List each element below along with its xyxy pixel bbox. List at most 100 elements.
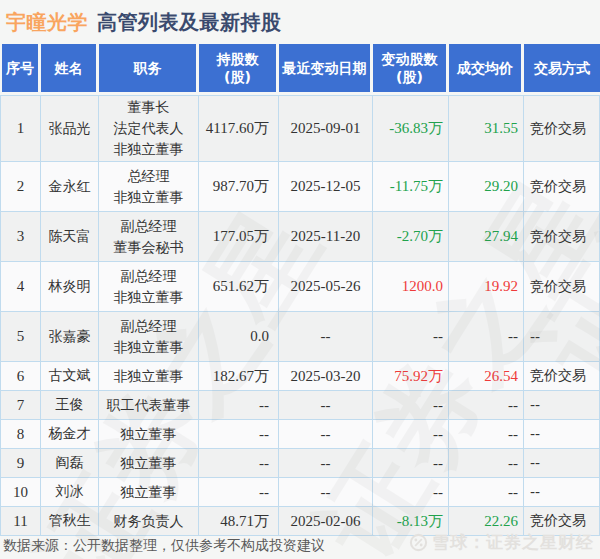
cell-no: 7 bbox=[0, 391, 41, 419]
cell-method: -- bbox=[524, 312, 600, 361]
cell-name: 阎磊 bbox=[41, 449, 99, 477]
cell-date: -- bbox=[279, 420, 373, 448]
cell-price: -- bbox=[449, 449, 524, 477]
cell-change: -36.83万 bbox=[373, 96, 449, 161]
cell-date: 2025-03-20 bbox=[279, 362, 373, 390]
cell-change: -- bbox=[373, 420, 449, 448]
table-row: 2金永红总经理 非独立董事987.70万2025-12-05-11.75万29.… bbox=[0, 162, 600, 212]
cell-no: 5 bbox=[0, 312, 41, 361]
cell-shares: 48.71万 bbox=[199, 507, 279, 535]
cell-change: -2.70万 bbox=[373, 212, 449, 261]
cell-price: 27.94 bbox=[449, 212, 524, 261]
cell-name: 张嘉豪 bbox=[41, 312, 99, 361]
cell-shares: -- bbox=[199, 478, 279, 506]
cell-name: 陈天富 bbox=[41, 212, 99, 261]
cell-no: 11 bbox=[0, 507, 41, 535]
cell-price: 31.55 bbox=[449, 96, 524, 161]
cell-roles: 董事长 法定代表人 非独立董事 bbox=[99, 96, 199, 161]
cell-roles: 独立董事 bbox=[99, 449, 199, 477]
cell-shares: 4117.60万 bbox=[199, 96, 279, 161]
cell-shares: -- bbox=[199, 449, 279, 477]
cell-change: -- bbox=[373, 478, 449, 506]
table-header: 序号姓名职务持股数 (股)最近变动日期变动股数 (股)成交均价交易方式 bbox=[0, 44, 600, 92]
column-header: 变动股数 (股) bbox=[373, 44, 449, 92]
cell-date: 2025-02-06 bbox=[279, 507, 373, 535]
cell-name: 刘冰 bbox=[41, 478, 99, 506]
cell-roles: 非独立董事 bbox=[99, 362, 199, 390]
cell-name: 管秋生 bbox=[41, 507, 99, 535]
xueqiu-logo-icon bbox=[409, 533, 428, 552]
cell-name: 古文斌 bbox=[41, 362, 99, 390]
cell-date: -- bbox=[279, 478, 373, 506]
title-text: 高管列表及最新持股 bbox=[97, 10, 282, 34]
cell-no: 4 bbox=[0, 262, 41, 311]
cell-date: -- bbox=[279, 449, 373, 477]
cell-method: 竞价交易 bbox=[524, 362, 600, 390]
cell-change: -11.75万 bbox=[373, 162, 449, 211]
brand-text: 雪球：证券之星财经 bbox=[432, 531, 594, 554]
column-header: 序号 bbox=[0, 44, 41, 92]
cell-no: 3 bbox=[0, 212, 41, 261]
cell-method: -- bbox=[524, 478, 600, 506]
cell-shares: 177.05万 bbox=[199, 212, 279, 261]
cell-price: 29.20 bbox=[449, 162, 524, 211]
cell-date: 2025-11-20 bbox=[279, 212, 373, 261]
column-header: 最近变动日期 bbox=[279, 44, 373, 92]
cell-name: 王俊 bbox=[41, 391, 99, 419]
cell-shares: 651.62万 bbox=[199, 262, 279, 311]
column-header: 交易方式 bbox=[524, 44, 600, 92]
cell-shares: 987.70万 bbox=[199, 162, 279, 211]
cell-roles: 总经理 非独立董事 bbox=[99, 162, 199, 211]
table-row: 4林炎明副总经理 非独立董事651.62万2025-05-261200.019.… bbox=[0, 262, 600, 312]
cell-date: -- bbox=[279, 391, 373, 419]
table-row: 7王俊职工代表董事---------- bbox=[0, 391, 600, 420]
table-row: 10刘冰独立董事---------- bbox=[0, 478, 600, 507]
cell-name: 金永红 bbox=[41, 162, 99, 211]
cell-date: 2025-12-05 bbox=[279, 162, 373, 211]
cell-shares: -- bbox=[199, 391, 279, 419]
cell-price: -- bbox=[449, 391, 524, 419]
cell-method: 竞价交易 bbox=[524, 162, 600, 211]
cell-no: 10 bbox=[0, 478, 41, 506]
cell-roles: 独立董事 bbox=[99, 478, 199, 506]
cell-shares: -- bbox=[199, 420, 279, 448]
cell-change: 75.92万 bbox=[373, 362, 449, 390]
cell-date: 2025-05-26 bbox=[279, 262, 373, 311]
table-row: 8杨金才独立董事---------- bbox=[0, 420, 600, 449]
cell-roles: 独立董事 bbox=[99, 420, 199, 448]
cell-method: -- bbox=[524, 420, 600, 448]
column-header: 姓名 bbox=[41, 44, 99, 92]
cell-roles: 职工代表董事 bbox=[99, 391, 199, 419]
cell-name: 张品光 bbox=[41, 96, 99, 161]
cell-roles: 副总经理 非独立董事 bbox=[99, 312, 199, 361]
table-row: 9阎磊独立董事---------- bbox=[0, 449, 600, 478]
cell-shares: 0.0 bbox=[199, 312, 279, 361]
cell-method: -- bbox=[524, 391, 600, 419]
cell-method: 竞价交易 bbox=[524, 262, 600, 311]
data-source-note: 数据来源：公开数据整理，仅供参考不构成投资建议 bbox=[3, 537, 325, 555]
cell-price: 19.92 bbox=[449, 262, 524, 311]
column-header: 成交均价 bbox=[449, 44, 524, 92]
cell-name: 林炎明 bbox=[41, 262, 99, 311]
cell-no: 8 bbox=[0, 420, 41, 448]
executives-table: 序号姓名职务持股数 (股)最近变动日期变动股数 (股)成交均价交易方式 1张品光… bbox=[0, 44, 600, 536]
cell-change: -- bbox=[373, 391, 449, 419]
table-row: 3陈天富副总经理 董事会秘书177.05万2025-11-20-2.70万27.… bbox=[0, 212, 600, 262]
cell-no: 9 bbox=[0, 449, 41, 477]
table-row: 1张品光董事长 法定代表人 非独立董事4117.60万2025-09-01-36… bbox=[0, 96, 600, 162]
company-name: 宇瞳光学 bbox=[6, 10, 88, 34]
cell-change: -- bbox=[373, 449, 449, 477]
cell-method: 竞价交易 bbox=[524, 212, 600, 261]
column-header: 职务 bbox=[99, 44, 199, 92]
cell-no: 1 bbox=[0, 96, 41, 161]
cell-date: 2025-09-01 bbox=[279, 96, 373, 161]
cell-roles: 副总经理 董事会秘书 bbox=[99, 212, 199, 261]
column-header: 持股数 (股) bbox=[199, 44, 279, 92]
cell-name: 杨金才 bbox=[41, 420, 99, 448]
cell-price: 26.54 bbox=[449, 362, 524, 390]
table-row: 6古文斌非独立董事182.67万2025-03-2075.92万26.54竞价交… bbox=[0, 362, 600, 391]
cell-shares: 182.67万 bbox=[199, 362, 279, 390]
page-title: 宇瞳光学高管列表及最新持股 bbox=[6, 9, 282, 36]
cell-change: -- bbox=[373, 312, 449, 361]
cell-method: 竞价交易 bbox=[524, 96, 600, 161]
